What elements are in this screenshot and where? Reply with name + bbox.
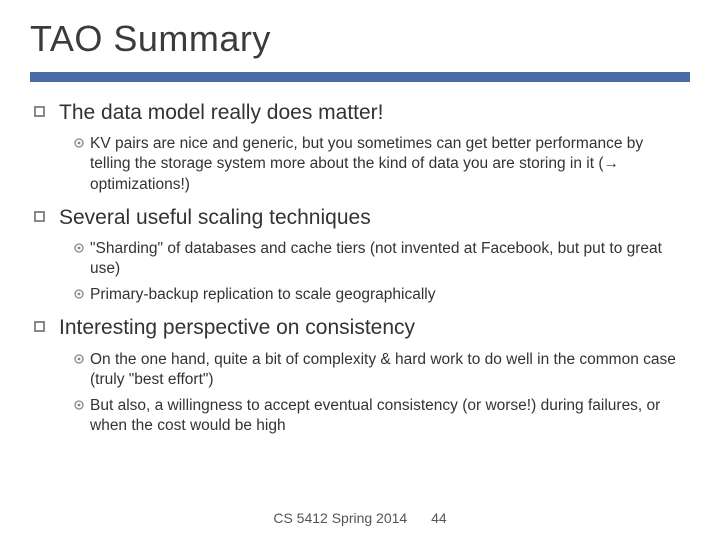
sub-bullet-text: KV pairs are nice and generic, but you s… [90, 134, 690, 194]
sub-bullet-text: Primary-backup replication to scale geog… [90, 285, 445, 305]
list-item: KV pairs are nice and generic, but you s… [74, 134, 690, 194]
slide-title: TAO Summary [30, 18, 690, 60]
bullet-2-text: Several useful scaling techniques [59, 205, 371, 231]
square-bullet-icon [34, 211, 45, 222]
bullet-2-head: Several useful scaling techniques [34, 205, 690, 231]
accent-bar [30, 72, 690, 82]
footer-page-number: 44 [431, 510, 447, 526]
bullet-3-head: Interesting perspective on consistency [34, 315, 690, 341]
list-item: But also, a willingness to accept eventu… [74, 396, 690, 436]
bullet-1-sublist: KV pairs are nice and generic, but you s… [34, 134, 690, 194]
circle-dot-icon [74, 352, 90, 367]
square-bullet-icon [34, 106, 45, 117]
list-item: Primary-backup replication to scale geog… [74, 285, 690, 305]
square-bullet-icon [34, 321, 45, 332]
circle-dot-icon [74, 241, 90, 256]
list-item: On the one hand, quite a bit of complexi… [74, 350, 690, 390]
slide-footer: CS 5412 Spring 2014 44 [0, 510, 720, 526]
sub-bullet-text: On the one hand, quite a bit of complexi… [90, 350, 690, 390]
slide-content: The data model really does matter! KV pa… [30, 100, 690, 436]
slide: TAO Summary The data model really does m… [0, 0, 720, 540]
sub-bullet-text: "Sharding" of databases and cache tiers … [90, 239, 690, 279]
bullet-2-sublist: "Sharding" of databases and cache tiers … [34, 239, 690, 305]
bullet-1: The data model really does matter! KV pa… [34, 100, 690, 195]
bullet-3: Interesting perspective on consistency O… [34, 315, 690, 436]
circle-dot-icon [74, 287, 90, 302]
bullet-3-text: Interesting perspective on consistency [59, 315, 415, 341]
sub-bullet-text: But also, a willingness to accept eventu… [90, 396, 690, 436]
bullet-3-sublist: On the one hand, quite a bit of complexi… [34, 350, 690, 437]
circle-dot-icon [74, 136, 90, 151]
list-item: "Sharding" of databases and cache tiers … [74, 239, 690, 279]
bullet-1-text: The data model really does matter! [59, 100, 384, 126]
bullet-1-head: The data model really does matter! [34, 100, 690, 126]
bullet-2: Several useful scaling techniques "Shard… [34, 205, 690, 306]
circle-dot-icon [74, 398, 90, 413]
footer-course: CS 5412 Spring 2014 [273, 510, 407, 526]
